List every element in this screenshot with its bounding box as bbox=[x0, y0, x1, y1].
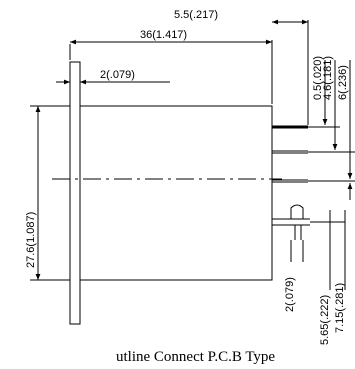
dim-body-height-label: 27.6(1.087) bbox=[25, 212, 37, 268]
dim-total-length bbox=[69, 39, 273, 104]
side-tab bbox=[272, 204, 310, 240]
dim-pin-offset bbox=[272, 19, 309, 125]
motor-body bbox=[79, 105, 273, 281]
dim-pin-span-a-label: 4.6(.181) bbox=[322, 56, 334, 100]
dim-tab-bottom bbox=[290, 210, 346, 290]
dim-tab-offset-b-label: 7.15(.281) bbox=[334, 283, 346, 333]
dim-pin-gap-label: 0.5(.020) bbox=[312, 56, 324, 100]
pcb-pins bbox=[272, 125, 308, 183]
mounting-flange bbox=[69, 61, 81, 325]
dim-tab-width-label: 2(.079) bbox=[284, 277, 296, 312]
dim-pin-offset-label: 5.5(.217) bbox=[174, 9, 218, 21]
dim-tab-offset-a-label: 5.65(.222) bbox=[319, 295, 331, 345]
dim-right-verticals bbox=[308, 60, 355, 200]
dim-flange-thickness-label: 2(.079) bbox=[100, 69, 135, 81]
dim-body-height bbox=[30, 105, 70, 281]
caption: utline Connect P.C.B Type bbox=[116, 349, 275, 365]
dim-total-length-label: 36(1.417) bbox=[140, 29, 187, 41]
dim-pin-span-b-label: 6(.236) bbox=[337, 65, 349, 100]
